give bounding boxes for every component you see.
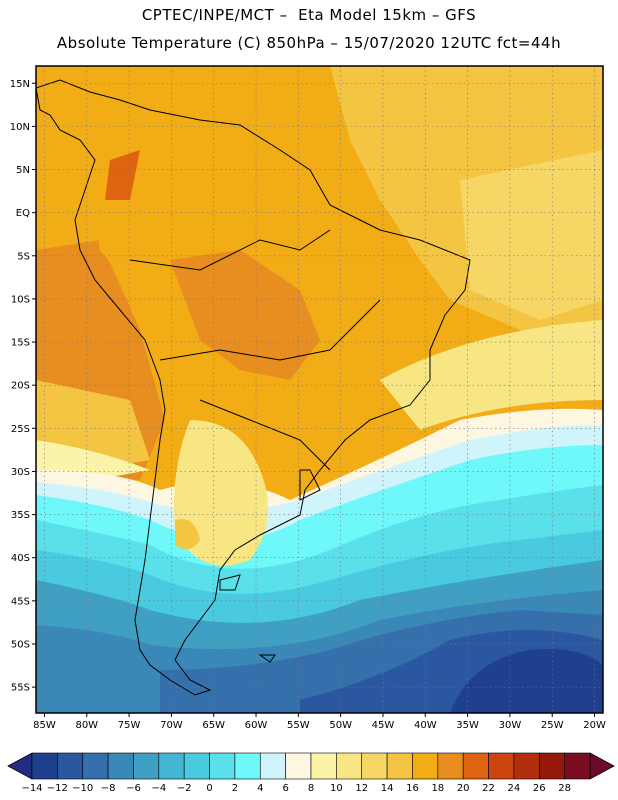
field-andes-hot [105, 150, 140, 200]
colorbar-label: 20 [457, 783, 470, 794]
lon-tick-label: 75W [118, 720, 141, 731]
lat-tick-label: 50S [11, 639, 30, 650]
field-atlantic-yellow [460, 150, 603, 320]
lon-tick-label: 55W [287, 720, 310, 731]
colorbar-swatch [336, 752, 363, 780]
falklands [258, 654, 276, 663]
colorbar-swatch [158, 752, 185, 780]
lon-tick-label: 45W [372, 720, 395, 731]
lat-tick-label: 55S [11, 683, 30, 694]
plot-frame [35, 65, 604, 714]
colorbar-label: 10 [330, 783, 343, 794]
south-america-outline [36, 79, 471, 696]
colorbar-label: 2 [232, 783, 238, 794]
colorbar-label: 22 [482, 783, 495, 794]
colorbar-low-arrow [7, 752, 33, 780]
border-north [129, 229, 331, 271]
colorbar-label: −12 [47, 783, 68, 794]
colorbar-label: −8 [101, 783, 116, 794]
lon-tick-label: 80W [75, 720, 98, 731]
border-south [199, 399, 331, 471]
colorbar-swatch [133, 752, 160, 780]
colorbar-label: 6 [282, 783, 288, 794]
border-central [159, 299, 381, 361]
peninsula-valdes [219, 574, 241, 591]
lat-tick-label: 10S [11, 294, 30, 305]
lat-tick-label: 20S [11, 381, 30, 392]
lat-tick-label: 10N [10, 122, 30, 133]
colorbar-label: −6 [126, 783, 141, 794]
colorbar-swatch [234, 752, 261, 780]
lon-tick-label: 35W [456, 720, 479, 731]
colorbar-swatch [31, 752, 58, 780]
colorbar-swatch [361, 752, 388, 780]
colorbar-label: 18 [431, 783, 444, 794]
lat-tick-label: 5N [16, 165, 30, 176]
lon-tick-label: 20W [583, 720, 606, 731]
colorbar-label: −14 [21, 783, 42, 794]
field-zone-m14 [450, 649, 603, 713]
chart-title-line-1: CPTEC/INPE/MCT – Eta Model 15km – GFS [141, 6, 477, 24]
uruguay-outline [299, 469, 321, 501]
lon-tick-label: 30W [499, 720, 522, 731]
lat-tick-label: EQ [16, 208, 30, 219]
lat-tick-label: 35S [11, 510, 30, 521]
lon-tick-label: 60W [245, 720, 268, 731]
longitude-labels: 85W 80W 75W 70W 65W 60W 55W 50W 45W 40W 35W 30W 25W 2… [33, 713, 606, 731]
colorbar-label: −4 [151, 783, 166, 794]
colorbar-label: 12 [355, 783, 368, 794]
colorbar-swatch [259, 752, 286, 780]
colorbar-swatch [513, 752, 540, 780]
colorbar-swatch [285, 752, 312, 780]
colorbar-swatch [82, 752, 109, 780]
colorbar-swatch [538, 752, 565, 780]
lat-tick-label: 5S [17, 251, 30, 262]
colorbar-swatch [57, 752, 84, 780]
colorbar-label: 4 [257, 783, 263, 794]
colorbar-label: 8 [308, 783, 314, 794]
colorbar-label: −2 [177, 783, 192, 794]
colorbar-swatch [209, 752, 236, 780]
colorbar-swatch [107, 752, 134, 780]
chart-title-line-2: Absolute Temperature (C) 850hPa – 15/07/… [56, 34, 562, 52]
colorbar-label: 26 [533, 783, 546, 794]
colorbar-swatch [412, 752, 439, 780]
lat-tick-label: 25S [11, 424, 30, 435]
colorbar-swatch [310, 752, 337, 780]
colorbar-label: 14 [381, 783, 394, 794]
field-argentina-spot [175, 519, 200, 549]
field-argentina-warm [174, 420, 268, 566]
colorbar-swatch [183, 752, 210, 780]
lon-tick-label: 65W [202, 720, 225, 731]
lat-tick-label: 45S [11, 596, 30, 607]
lat-tick-label: 30S [11, 467, 30, 478]
lon-tick-label: 40W [414, 720, 437, 731]
lon-tick-label: 70W [160, 720, 183, 731]
colorbar-swatch [564, 752, 591, 780]
lon-tick-label: 50W [329, 720, 352, 731]
colorbar-swatch [462, 752, 489, 780]
lon-tick-label: 85W [33, 720, 56, 731]
colorbar-swatch [386, 752, 413, 780]
lon-tick-label: 25W [541, 720, 564, 731]
latitude-labels: 15N 10N 5N EQ 5S 10S 15S 20S 25S 30S 35S 40S 45S 50S 5… [10, 79, 36, 694]
colorbar-swatch [437, 752, 464, 780]
lat-tick-label: 40S [11, 553, 30, 564]
colorbar-high-arrow [589, 752, 615, 780]
lat-tick-label: 15S [11, 338, 30, 349]
field-continent-hot [170, 250, 320, 380]
colorbar-label: 0 [206, 783, 212, 794]
colorbar-label: 28 [558, 783, 571, 794]
colorbar: −14 −12 −10 −8 −6 −4 −2 0 2 4 6 8 10 12 14 16 18 20 22 24 26… [7, 752, 615, 794]
colorbar-label: 16 [406, 783, 419, 794]
temperature-field [36, 66, 603, 713]
colorbar-swatch [488, 752, 515, 780]
field-zone-14 [380, 320, 603, 430]
coastlines [36, 79, 471, 696]
gridlines [36, 66, 603, 713]
lat-tick-label: 15N [10, 79, 30, 90]
colorbar-label: 24 [508, 783, 521, 794]
colorbar-label: −10 [72, 783, 93, 794]
